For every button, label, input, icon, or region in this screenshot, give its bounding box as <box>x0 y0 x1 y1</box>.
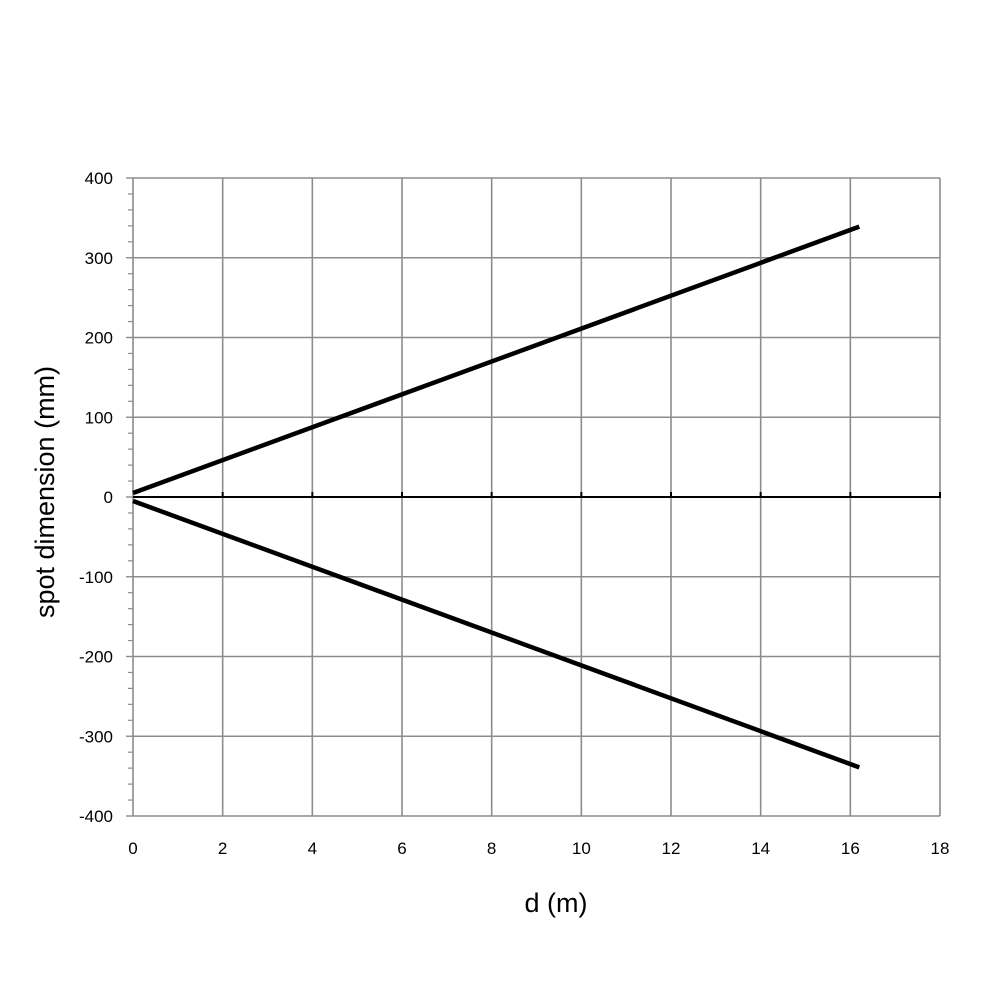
y-tick-labels: 400 300 200 100 0 -100 -200 -300 -400 <box>79 169 113 826</box>
y-tick-label: -200 <box>79 648 113 667</box>
x-tick-label: 16 <box>841 839 860 858</box>
x-tick-label: 0 <box>128 839 137 858</box>
y-tick-label: 0 <box>104 488 113 507</box>
series <box>132 224 861 770</box>
x-tick-label: 10 <box>572 839 591 858</box>
y-tick-label: -100 <box>79 568 113 587</box>
y-tick-label: 200 <box>85 329 113 348</box>
x-tick-label: 4 <box>308 839 317 858</box>
x-tick-label: 12 <box>662 839 681 858</box>
axes <box>132 178 941 816</box>
y-tick-label: -300 <box>79 727 113 746</box>
y-axis-title: spot dimension (mm) <box>30 366 60 618</box>
minor-ticks <box>126 177 133 817</box>
x-tick-label: 2 <box>218 839 227 858</box>
x-tick-labels: 0 2 4 6 8 10 12 14 16 18 <box>128 839 949 858</box>
lower-boundary-line <box>132 498 861 770</box>
x-axis-title: d (m) <box>525 888 588 918</box>
x-tick-label: 18 <box>931 839 950 858</box>
x-tick-label: 8 <box>487 839 496 858</box>
y-tick-label: -400 <box>79 807 113 826</box>
y-tick-label: 100 <box>85 408 113 427</box>
x-tick-label: 14 <box>751 839 770 858</box>
x-tick-label: 6 <box>397 839 406 858</box>
y-tick-label: 400 <box>85 169 113 188</box>
upper-boundary-line <box>132 224 861 496</box>
y-tick-label: 300 <box>85 249 113 268</box>
